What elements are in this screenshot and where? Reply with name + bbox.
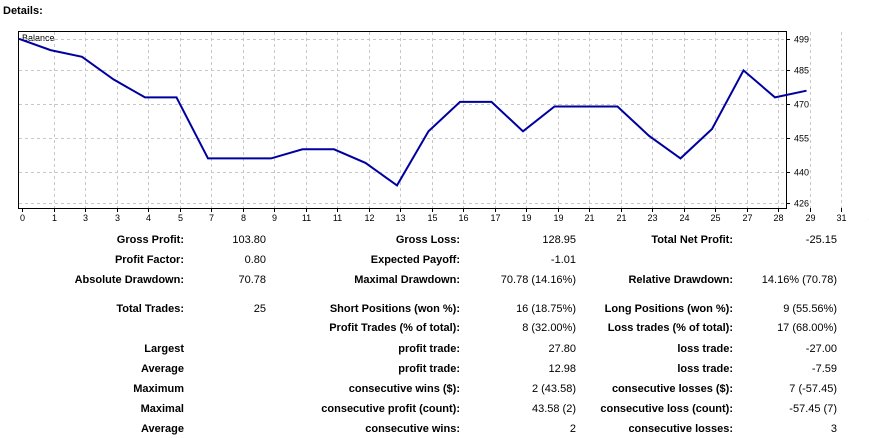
maximum-label: Maximum: [133, 383, 184, 395]
total-trades-value: 25: [253, 303, 266, 315]
x-tick-label: 11: [302, 213, 311, 223]
long-positions-value: 9 (55.56%): [783, 303, 837, 315]
x-tick-label: 13: [395, 213, 405, 223]
x-tick-label: 11: [333, 213, 342, 223]
gross-loss-value: 128.95: [542, 234, 576, 246]
average-loss-trade-value: -7.59: [811, 363, 837, 375]
profit-trades-label: Profit Trades (% of total):: [329, 322, 460, 334]
absolute-drawdown-label: Absolute Drawdown:: [74, 274, 184, 286]
average-consecutive-losses-value: 3: [830, 423, 837, 435]
largest-loss-trade-label: loss trade:: [677, 343, 733, 355]
x-tick-label: 21: [616, 213, 626, 223]
y-tick-label: 426: [794, 199, 809, 209]
x-tick-label: 23: [647, 213, 657, 223]
average-profit-trade-label: profit trade:: [398, 363, 460, 375]
x-tick-label: 3: [115, 213, 120, 223]
max-consecutive-losses-label: consecutive losses ($):: [611, 383, 733, 395]
chart-title: Balance: [22, 33, 55, 43]
expected-payoff-label: Expected Payoff:: [370, 254, 460, 266]
x-tick-label: 8: [241, 213, 246, 223]
absolute-drawdown-value: 70.78: [238, 274, 266, 286]
gross-profit-label: Gross Profit:: [116, 234, 184, 246]
balance-series-line: [18, 37, 807, 187]
loss-trades-value: 17 (68.00%): [777, 322, 837, 334]
average-consecutive-losses-label: consecutive losses:: [628, 423, 733, 435]
maximal-label: Maximal: [140, 403, 184, 415]
net-profit-value: -25.15: [805, 234, 837, 246]
total-trades-label: Total Trades:: [116, 303, 184, 315]
relative-drawdown-value: 14.16% (70.78): [761, 274, 837, 286]
largest-loss-trade-value: -27.00: [805, 343, 837, 355]
gross-loss-label: Gross Loss:: [395, 234, 460, 246]
short-positions-value: 16 (18.75%): [516, 303, 576, 315]
short-positions-label: Short Positions (won %):: [329, 303, 460, 315]
average-loss-trade-label: loss trade:: [677, 363, 733, 375]
max-consecutive-wins-label: consecutive wins ($):: [348, 383, 460, 395]
profit-factor-label: Profit Factor:: [114, 254, 184, 266]
x-tick-label: 19: [553, 213, 563, 223]
maximal-consecutive-profit-value: 43.58 (2): [531, 403, 576, 415]
expected-payoff-value: -1.01: [550, 254, 576, 266]
y-tick-label: 499: [794, 35, 809, 45]
net-profit-label: Total Net Profit:: [651, 234, 733, 246]
average-consecutive-wins-value: 2: [569, 423, 576, 435]
average-consecutive-label: Average: [140, 423, 184, 435]
x-tick-label: 3: [83, 213, 88, 223]
max-consecutive-losses-value: 7 (-57.45): [789, 383, 837, 395]
details-title: Details:: [3, 5, 43, 17]
y-tick-label: 440: [794, 168, 809, 178]
average-profit-trade-value: 12.98: [548, 363, 576, 375]
maximal-consecutive-loss-label: consecutive loss (count):: [600, 403, 733, 415]
x-tick-label: 5: [178, 213, 183, 223]
x-tick-label: 4: [146, 213, 151, 223]
loss-trades-label: Loss trades (% of total):: [607, 322, 733, 334]
x-tick-label: 29: [805, 213, 815, 223]
x-tick-label: 31: [836, 213, 846, 223]
x-tick-label: 27: [742, 213, 752, 223]
x-tick-label: 12: [364, 213, 374, 223]
average-label: Average: [140, 363, 184, 375]
x-tick-label: 21: [584, 213, 594, 223]
x-tick-label: 15: [427, 213, 437, 223]
long-positions-label: Long Positions (won %):: [604, 303, 733, 315]
maximal-consecutive-profit-label: consecutive profit (count):: [321, 403, 460, 415]
y-axis-ticks: 499 485 470 455 440 426: [786, 35, 809, 209]
largest-label: Largest: [144, 343, 184, 355]
chart-frame: [18, 31, 787, 209]
x-tick-label: 24: [679, 213, 689, 223]
x-tick-label: 1: [52, 213, 57, 223]
maximal-drawdown-label: Maximal Drawdown:: [354, 274, 460, 286]
average-consecutive-wins-label: consecutive wins:: [365, 423, 460, 435]
x-tick-label: 17: [490, 213, 500, 223]
largest-profit-trade-value: 27.80: [548, 343, 576, 355]
x-tick-label: 9: [272, 213, 277, 223]
largest-profit-trade-label: profit trade:: [398, 343, 460, 355]
maximal-consecutive-loss-value: -57.45 (7): [789, 403, 837, 415]
x-tick-label: 19: [521, 213, 531, 223]
x-tick-label: 7: [209, 213, 214, 223]
y-tick-label: 455: [794, 134, 809, 144]
x-tick-label: 28: [773, 213, 783, 223]
gross-profit-value: 103.80: [232, 234, 266, 246]
x-tick-label: 0: [20, 213, 25, 223]
maximal-drawdown-value: 70.78 (14.16%): [500, 274, 576, 286]
x-tick-label: 25: [710, 213, 720, 223]
max-consecutive-wins-value: 2 (43.58): [531, 383, 576, 395]
chart-grid: [19, 32, 842, 208]
profit-trades-value: 8 (32.00%): [522, 322, 576, 334]
x-axis-ticks: 0 1 3 3 4 5 7 8 9 11 11 12 13 15 16 17 19 19 21 21 23 24 25 27 2…: [20, 208, 869, 223]
y-tick-label: 470: [794, 100, 809, 110]
x-tick-label: 16: [458, 213, 468, 223]
relative-drawdown-label: Relative Drawdown:: [628, 274, 733, 286]
profit-factor-value: 0.80: [244, 254, 266, 266]
y-tick-label: 485: [794, 66, 809, 76]
